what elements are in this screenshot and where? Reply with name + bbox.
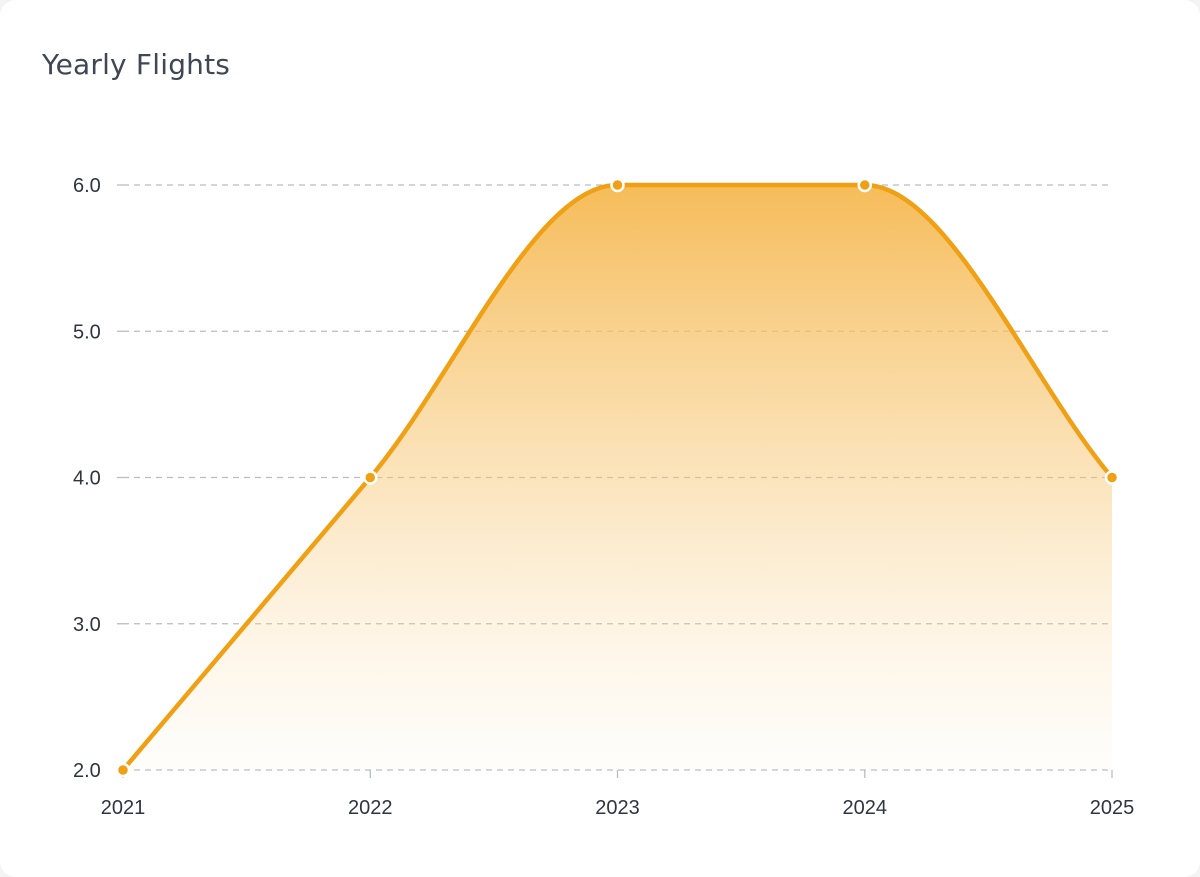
series-line [120,182,1115,773]
x-tick-label: 2023 [595,797,640,819]
area-layer [120,182,1115,773]
y-tick-label: 3.0 [73,614,101,636]
data-point[interactable] [115,762,131,778]
y-tick-label: 6.0 [73,175,101,197]
y-tick-label: 2.0 [73,760,101,782]
chart-title: Yearly Flights [42,48,231,81]
y-tick-label: 5.0 [73,321,101,343]
data-point[interactable] [1104,470,1120,485]
data-point[interactable] [363,470,378,485]
series-area-fill [123,185,1112,770]
data-point[interactable] [610,177,625,193]
x-tick-label: 2022 [348,797,393,819]
data-point[interactable] [857,177,872,193]
axes: 2.0 3.0 4.0 5.0 6.0 2021 2022 2023 2024 2025 [73,175,1134,819]
y-tick-label: 4.0 [73,468,101,490]
x-tick-label: 2024 [843,797,888,819]
x-tick-label: 2021 [101,797,146,819]
x-tick-label: 2025 [1090,797,1135,819]
points-layer [115,177,1120,778]
